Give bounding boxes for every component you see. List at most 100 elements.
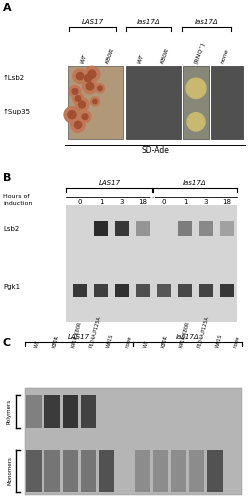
- Text: K80R: K80R: [104, 46, 115, 64]
- Text: 1: 1: [182, 198, 186, 204]
- Circle shape: [185, 78, 205, 98]
- Text: ↑Lsb2: ↑Lsb2: [3, 75, 25, 81]
- Circle shape: [97, 86, 102, 90]
- Bar: [44, 395, 60, 428]
- Circle shape: [88, 70, 96, 78]
- Text: P124A,P125A: P124A,P125A: [196, 315, 209, 348]
- Text: 1: 1: [98, 198, 103, 204]
- Text: K80R: K80R: [160, 334, 168, 348]
- Bar: [188, 450, 204, 492]
- Bar: [177, 284, 192, 296]
- Circle shape: [81, 71, 95, 86]
- Bar: [68, 66, 122, 139]
- Text: [RNQ⁺]: [RNQ⁺]: [192, 42, 204, 64]
- Bar: [94, 284, 108, 296]
- Bar: [156, 284, 170, 296]
- Bar: [198, 284, 212, 296]
- Circle shape: [69, 86, 80, 97]
- Bar: [80, 395, 96, 428]
- Bar: [198, 221, 212, 236]
- Text: K80R: K80R: [52, 334, 60, 348]
- Circle shape: [79, 111, 90, 122]
- Circle shape: [82, 114, 87, 119]
- Bar: [135, 221, 150, 236]
- Text: K80R: K80R: [159, 46, 170, 64]
- Bar: [210, 66, 242, 139]
- Bar: [25, 388, 241, 495]
- Text: Lsb2: Lsb2: [3, 226, 19, 232]
- Text: Hours of
induction: Hours of induction: [3, 194, 32, 205]
- Text: SD-Ade: SD-Ade: [140, 146, 168, 156]
- Circle shape: [84, 66, 99, 82]
- Bar: [66, 205, 236, 322]
- Text: W91S: W91S: [214, 333, 222, 348]
- Circle shape: [72, 93, 83, 104]
- Bar: [114, 284, 129, 296]
- Bar: [177, 221, 192, 236]
- Bar: [114, 221, 129, 236]
- Bar: [44, 450, 60, 492]
- Text: LAS17: LAS17: [81, 20, 103, 26]
- Text: none: none: [219, 48, 229, 64]
- Bar: [94, 221, 108, 236]
- Bar: [26, 450, 42, 492]
- Text: Polymers: Polymers: [7, 399, 12, 424]
- Circle shape: [76, 72, 83, 80]
- Bar: [26, 395, 42, 428]
- Circle shape: [74, 121, 81, 128]
- Bar: [206, 450, 222, 492]
- Bar: [219, 221, 233, 236]
- Circle shape: [75, 96, 80, 102]
- Text: B: B: [3, 173, 11, 183]
- Bar: [170, 450, 186, 492]
- Text: K41R,K80R: K41R,K80R: [178, 320, 190, 348]
- Text: W91S: W91S: [106, 333, 114, 348]
- Text: las17Δ: las17Δ: [175, 334, 199, 340]
- Text: K41R,K80R: K41R,K80R: [70, 320, 82, 348]
- Circle shape: [186, 112, 204, 131]
- Text: none: none: [232, 335, 240, 348]
- Circle shape: [86, 82, 93, 90]
- Text: las17Δ: las17Δ: [194, 20, 218, 26]
- Text: Monomers: Monomers: [7, 456, 12, 486]
- Text: 0: 0: [78, 198, 82, 204]
- Text: WT: WT: [136, 53, 144, 64]
- Bar: [182, 66, 208, 139]
- Circle shape: [70, 118, 85, 132]
- Circle shape: [82, 78, 97, 94]
- Text: Pgk1: Pgk1: [3, 284, 20, 290]
- Text: A: A: [3, 3, 12, 13]
- Text: las17Δ: las17Δ: [136, 20, 160, 26]
- Circle shape: [68, 110, 76, 118]
- Circle shape: [95, 84, 104, 93]
- Text: 3: 3: [203, 198, 207, 204]
- Text: LAS17: LAS17: [98, 180, 120, 186]
- Bar: [80, 450, 96, 492]
- Bar: [98, 450, 114, 492]
- Text: WT: WT: [34, 339, 41, 348]
- Text: WT: WT: [142, 339, 149, 348]
- Text: 3: 3: [119, 198, 124, 204]
- Bar: [135, 284, 150, 296]
- Circle shape: [78, 101, 85, 108]
- Text: none: none: [124, 335, 132, 348]
- Text: 18: 18: [222, 198, 230, 204]
- Text: C: C: [3, 338, 11, 348]
- Bar: [62, 395, 78, 428]
- Text: LAS17: LAS17: [68, 334, 90, 340]
- Circle shape: [75, 98, 88, 112]
- Text: 0: 0: [161, 198, 166, 204]
- Bar: [62, 450, 78, 492]
- Text: P124A,P125A: P124A,P125A: [88, 315, 101, 348]
- Text: WT: WT: [80, 53, 88, 64]
- Bar: [219, 284, 233, 296]
- Circle shape: [92, 100, 97, 103]
- Text: 18: 18: [138, 198, 147, 204]
- Circle shape: [90, 97, 99, 106]
- Bar: [126, 66, 180, 139]
- Bar: [134, 450, 150, 492]
- Bar: [72, 284, 87, 296]
- Circle shape: [72, 88, 78, 94]
- Circle shape: [72, 69, 87, 84]
- Text: ↑Sup35: ↑Sup35: [3, 108, 31, 114]
